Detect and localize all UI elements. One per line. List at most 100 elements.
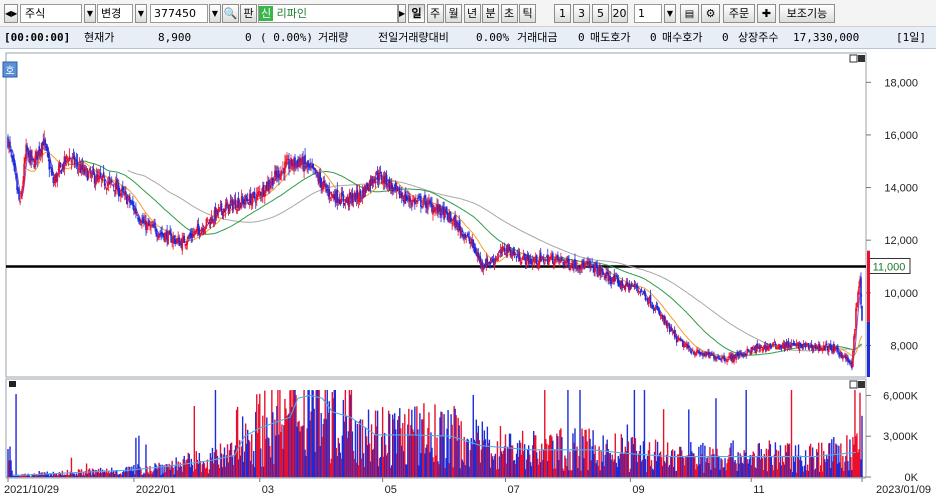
candle-body [42,141,45,146]
period-button-6[interactable]: 틱 [519,4,536,23]
lock-button[interactable]: 판 [240,4,257,23]
candle-body [57,169,60,171]
volume-bar [219,443,222,477]
volume-bar [60,475,63,477]
period-button-3[interactable]: 년 [463,4,481,23]
code-dropdown-arrow[interactable]: ▼ [209,4,221,23]
candle-body [84,167,87,172]
volume-bar [511,445,514,477]
market-select[interactable]: 주식 [20,4,82,23]
candle-body [689,351,692,353]
count-button-3[interactable]: 3 [573,4,590,23]
candle-body [446,210,448,215]
candle-body [706,353,708,355]
candle-body [71,156,74,159]
count-button-5[interactable]: 5 [592,4,609,23]
volume-bar [126,466,128,477]
candle-body [149,224,151,226]
volume-bar [836,444,838,477]
candle-body [675,336,678,343]
candle-body [353,192,356,198]
volume-bar [613,459,615,477]
volume-bar [793,461,796,477]
candle-body [697,350,699,352]
save-button[interactable]: ▤ [680,4,699,23]
candle-body [243,200,246,202]
volume-bar [225,455,228,477]
volume-bar [383,432,386,477]
volume-bar [808,446,811,477]
count-button-20[interactable]: 20 [611,4,628,23]
candle-body [491,260,494,262]
volume-bar [563,470,565,477]
volume-bar [471,444,473,477]
candle-body [782,342,785,348]
name-dropdown-arrow[interactable]: ▶ [398,4,406,23]
stock-name-field[interactable]: 신 리파인 [258,4,398,23]
candle-body [141,219,143,224]
period-button-4[interactable]: 분 [482,4,499,23]
volume-bar [539,450,541,477]
period-button-2[interactable]: 월 [445,4,462,23]
settings-button[interactable]: ⚙ [701,4,720,23]
shares-value: 17,330,000 [793,31,860,44]
candle-body [94,181,97,186]
candle-body [515,256,518,259]
volume-bar [200,472,203,477]
candle-body [221,210,224,216]
volume-bar [90,475,93,477]
change-select[interactable]: 변경 [97,4,133,23]
candle-body [692,350,694,352]
search-button[interactable]: 🔍 [222,4,239,23]
change-dropdown-arrow[interactable]: ▼ [135,4,147,23]
period-button-0[interactable]: 일 [408,4,425,23]
candle-body [267,182,269,191]
order-button[interactable]: 주문 [723,4,755,23]
candle-body [665,322,668,327]
candle-body [256,191,259,196]
period-button-5[interactable]: 초 [500,4,518,23]
candle-body [387,179,390,187]
stock-code-input[interactable]: 377450 [150,4,208,23]
stock-chart[interactable]: 호18,00016,00014,00012,00010,0008,0006,00… [0,49,936,499]
volume-bar [770,456,773,477]
volume-bar [742,463,744,477]
candle-body [309,163,311,166]
volume-bar [589,438,591,477]
candle-body [153,225,155,227]
volume-bar [643,390,646,477]
candle-body [616,275,619,279]
count-dropdown-arrow[interactable]: ▼ [664,4,676,23]
add-indicator-button[interactable]: ✚ [757,4,776,23]
candle-body [774,343,777,346]
volume-bar [671,449,674,477]
volume-bar [275,435,277,477]
period-button-1[interactable]: 주 [426,4,444,23]
volume-bar [248,441,251,477]
candle-body [495,258,498,260]
volume-bar [403,451,405,477]
candle-body [800,345,803,347]
volume-bar [58,472,61,477]
volume-bar [81,475,84,477]
volume-bar [134,474,136,477]
volume-bar [504,434,507,477]
candle-body [585,262,587,264]
aux-function-button[interactable]: 보조기능 [779,4,835,23]
candle-body [75,159,78,162]
count-button-1[interactable]: 1 [554,4,571,23]
candle-body [394,182,397,191]
candle-body [643,289,646,295]
x-axis-label: 2023/01/09 [876,484,931,496]
candle-body [231,200,234,210]
volume-bar [596,460,598,477]
volume-bar [31,474,33,477]
volume-panel-close-icon [858,381,865,388]
count-input[interactable]: 1 [634,4,662,23]
market-dropdown-arrow[interactable]: ▼ [84,4,96,23]
candle-body [577,265,579,269]
market-prev-next-button[interactable]: ◀▶ [4,4,18,23]
candle-body [695,353,697,356]
volume-bar [91,468,94,477]
candle-body [246,198,249,202]
